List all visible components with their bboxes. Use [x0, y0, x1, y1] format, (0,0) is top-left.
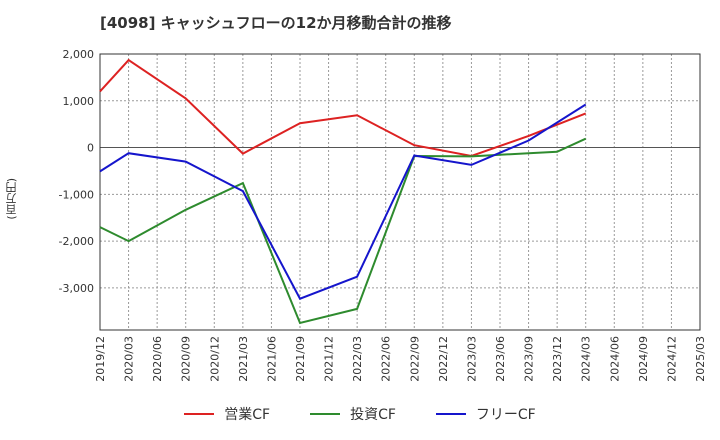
x-tick-label: 2022/12	[437, 336, 450, 382]
legend-item-1: 営業CF	[184, 404, 270, 424]
x-tick-label: 2022/06	[380, 336, 393, 382]
legend-item-3: フリーCF	[435, 404, 536, 424]
y-tick-label: -2,000	[59, 235, 94, 248]
legend-swatch	[184, 413, 215, 415]
x-tick-label: 2019/12	[94, 336, 107, 382]
x-tick-label: 2023/03	[465, 336, 478, 382]
x-tick-label: 2020/09	[180, 336, 193, 382]
x-tick-label: 2022/03	[351, 336, 364, 382]
plot-frame	[99, 53, 701, 331]
series-line-1	[99, 58, 587, 158]
x-tick-label: 2021/03	[237, 336, 250, 382]
y-tick-label: -3,000	[59, 282, 94, 295]
legend-label: 投資CF	[350, 407, 396, 423]
x-tick-label: 2021/06	[265, 336, 278, 382]
y-tick-label: -1,000	[59, 188, 94, 201]
x-tick-label: 2024/09	[637, 336, 650, 382]
legend-label: 営業CF	[224, 407, 271, 423]
x-tick-label: 2021/12	[323, 336, 336, 382]
x-tick-label: 2023/12	[551, 336, 564, 382]
series-line-3	[99, 103, 587, 300]
x-tick-label: 2020/12	[208, 336, 221, 382]
x-tick-label: 2025/03	[694, 336, 707, 382]
x-tick-label: 2024/06	[608, 336, 621, 382]
x-tick-label: 2023/06	[494, 336, 507, 382]
x-tick-label: 2022/09	[408, 336, 421, 382]
series-line-2	[99, 137, 587, 325]
x-tick-label: 2020/03	[123, 336, 136, 382]
legend-label: フリーCF	[475, 407, 536, 423]
chart-title: [4098] キャッシュフローの12か月移動合計の推移	[100, 14, 452, 32]
legend-item-2: 投資CF	[310, 404, 396, 424]
x-tick-label: 2023/09	[523, 336, 536, 382]
x-tick-label: 2024/12	[665, 336, 678, 382]
y-tick-label: 0	[87, 142, 94, 155]
legend: 営業CF 投資CF フリーCF	[0, 404, 720, 424]
x-tick-label: 2020/06	[151, 336, 164, 382]
y-tick-label: 1,000	[63, 95, 95, 108]
x-tick-label: 2021/09	[294, 336, 307, 382]
x-tick-label: 2024/03	[580, 336, 593, 382]
legend-swatch	[310, 413, 341, 415]
y-tick-label: 2,000	[63, 48, 95, 61]
legend-swatch	[435, 413, 466, 415]
